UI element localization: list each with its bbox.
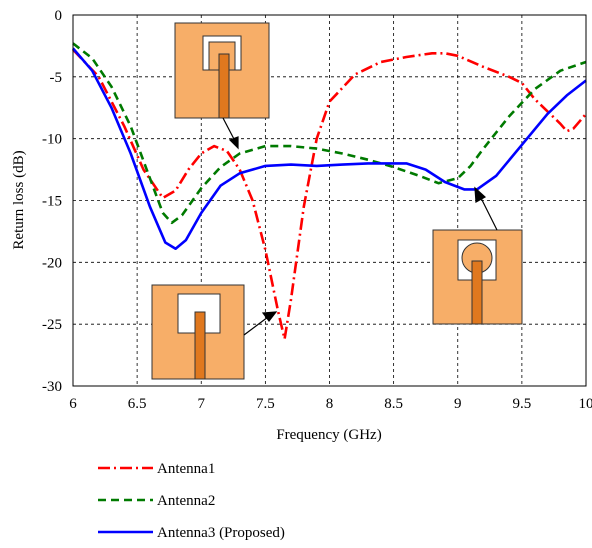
y-tick-labels: 0 -5 -10 -15 -20 -25 -30 [42, 8, 62, 395]
antenna2-inset [174, 22, 270, 119]
y-axis-title: Return loss (dB) [11, 150, 27, 249]
series-line-3 [72, 47, 587, 250]
x-tick-label: 9.5 [513, 396, 532, 412]
x-axis-title: Frequency (GHz) [276, 427, 381, 443]
x-tick-label: 8 [326, 396, 334, 412]
antenna3-inset [432, 229, 523, 325]
x-tick-label: 6 [69, 396, 77, 412]
legend-label: Antenna1 [157, 461, 215, 477]
y-tick-label: -15 [42, 194, 62, 210]
y-tick-label: -5 [50, 70, 63, 86]
x-tick-label: 10 [579, 396, 592, 412]
legend-label: Antenna3 (Proposed) [157, 525, 285, 541]
x-tick-labels: 6 6.5 7 7.5 8 8.5 9 9.5 10 [69, 396, 592, 412]
annotation-arrows [222, 117, 498, 336]
series-lines [72, 42, 587, 341]
y-tick-label: -20 [42, 255, 62, 271]
y-tick-label: -25 [42, 317, 62, 333]
antenna1-inset [151, 284, 245, 380]
x-tick-label: 7 [198, 396, 206, 412]
series-line-2 [72, 42, 587, 225]
series-line-1 [72, 48, 587, 341]
legend: Antenna1 Antenna2 Antenna3 (Proposed) [98, 461, 285, 541]
legend-label: Antenna2 [157, 493, 215, 509]
y-tick-label: 0 [55, 8, 63, 24]
x-tick-label: 6.5 [128, 396, 147, 412]
y-tick-label: -30 [42, 379, 62, 395]
x-tick-label: 8.5 [384, 396, 403, 412]
grid-lines [73, 15, 586, 386]
x-tick-label: 7.5 [256, 396, 275, 412]
plot-frame [72, 14, 587, 387]
y-tick-label: -10 [42, 132, 62, 148]
x-tick-label: 9 [454, 396, 462, 412]
